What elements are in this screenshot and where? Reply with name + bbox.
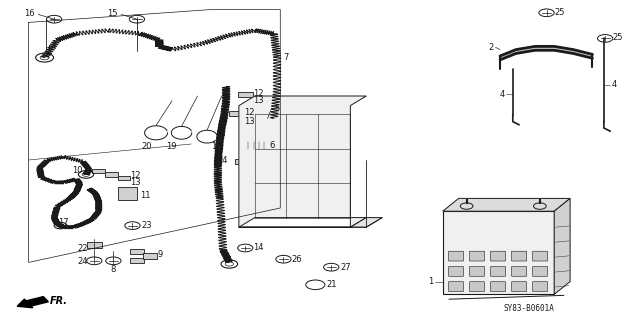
Bar	[130, 258, 144, 263]
Text: 19: 19	[167, 142, 177, 151]
Text: 9: 9	[158, 250, 163, 259]
Bar	[143, 253, 157, 259]
Text: 26: 26	[292, 255, 303, 264]
FancyBboxPatch shape	[448, 267, 464, 276]
Text: 6: 6	[269, 141, 275, 150]
Text: 7: 7	[283, 53, 289, 62]
Text: 16: 16	[24, 9, 35, 18]
Text: FR.: FR.	[50, 296, 68, 306]
Text: 18: 18	[211, 142, 222, 151]
Bar	[235, 159, 249, 164]
FancyBboxPatch shape	[469, 267, 485, 276]
Text: SY83-B0601A: SY83-B0601A	[503, 304, 554, 313]
Text: 12: 12	[131, 171, 141, 180]
FancyBboxPatch shape	[490, 267, 506, 276]
Text: 14: 14	[254, 244, 264, 252]
Text: 20: 20	[141, 142, 152, 151]
Bar	[443, 211, 554, 294]
Text: 11: 11	[140, 191, 150, 200]
FancyBboxPatch shape	[448, 282, 464, 292]
FancyBboxPatch shape	[512, 267, 527, 276]
Text: 12: 12	[254, 89, 264, 98]
Text: 5: 5	[274, 104, 279, 113]
FancyBboxPatch shape	[533, 251, 548, 261]
Bar	[118, 176, 130, 180]
Text: 21: 21	[326, 280, 336, 289]
FancyBboxPatch shape	[490, 282, 506, 292]
Polygon shape	[239, 96, 366, 227]
Bar	[92, 169, 105, 173]
Bar	[229, 111, 243, 116]
Text: 4: 4	[500, 90, 505, 99]
Bar	[238, 92, 253, 97]
Text: 8: 8	[111, 265, 116, 274]
Text: 4: 4	[612, 80, 617, 89]
Text: 2: 2	[489, 43, 494, 52]
Text: 13: 13	[131, 178, 141, 187]
FancyBboxPatch shape	[512, 282, 527, 292]
Text: 12: 12	[244, 108, 254, 117]
FancyBboxPatch shape	[448, 251, 464, 261]
Text: 25: 25	[554, 8, 564, 17]
FancyBboxPatch shape	[469, 282, 485, 292]
Text: 24: 24	[78, 257, 88, 266]
FancyArrow shape	[17, 297, 48, 308]
FancyBboxPatch shape	[533, 282, 548, 292]
Text: 23: 23	[141, 221, 152, 230]
Polygon shape	[239, 218, 382, 227]
Text: 13: 13	[244, 117, 255, 126]
Bar	[245, 142, 268, 149]
FancyBboxPatch shape	[533, 267, 548, 276]
Text: 27: 27	[341, 263, 352, 272]
Text: 13: 13	[254, 96, 264, 105]
FancyBboxPatch shape	[469, 251, 485, 261]
Text: 22: 22	[78, 244, 88, 253]
Text: 1: 1	[428, 277, 433, 286]
Bar	[105, 172, 118, 177]
Text: 15: 15	[108, 9, 118, 18]
Polygon shape	[443, 198, 570, 211]
FancyBboxPatch shape	[490, 251, 506, 261]
Bar	[118, 187, 137, 200]
Text: 24: 24	[218, 156, 228, 165]
Text: 10: 10	[72, 166, 82, 175]
Text: 25: 25	[613, 33, 623, 42]
Bar	[87, 242, 102, 248]
Polygon shape	[554, 198, 570, 294]
FancyBboxPatch shape	[512, 251, 527, 261]
Text: 17: 17	[58, 218, 69, 227]
Bar	[130, 249, 144, 254]
